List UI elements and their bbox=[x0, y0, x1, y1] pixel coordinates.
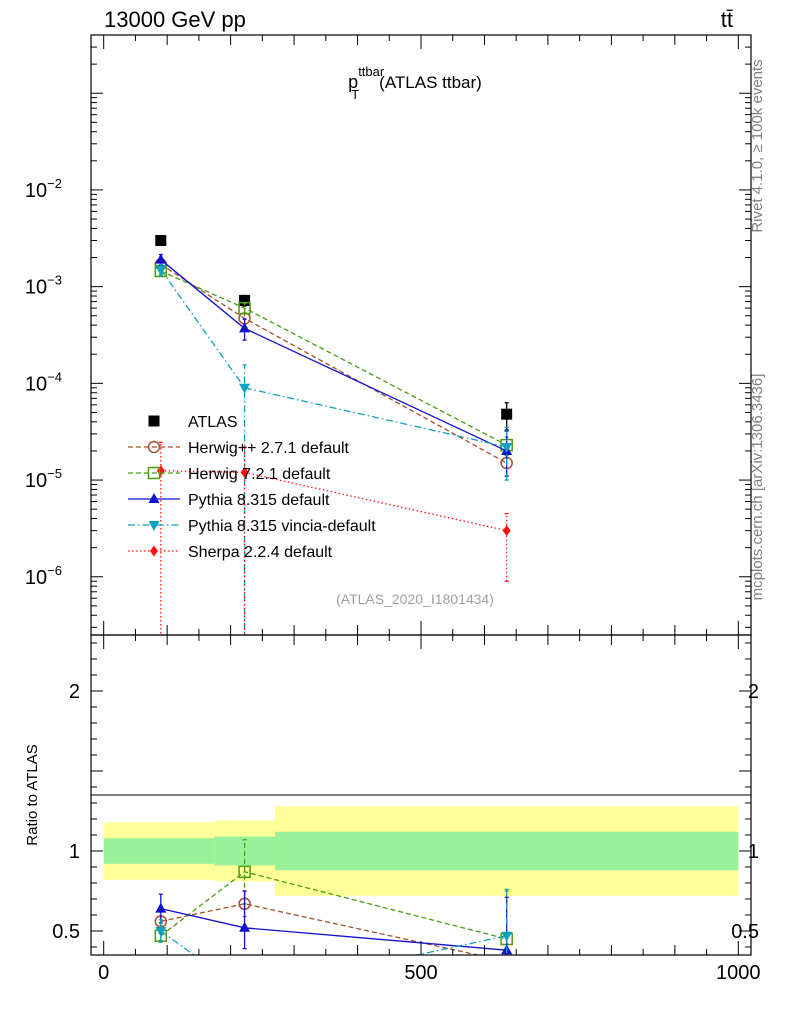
legend-label: Sherpa 2.2.4 default bbox=[188, 544, 333, 561]
ratio-ylabel: Ratio to ATLAS bbox=[24, 744, 41, 845]
ratio-xtick-label: 0 bbox=[98, 962, 109, 984]
main-series-pythia-8-315-vincia-default bbox=[155, 263, 513, 635]
plot-title: pttbar T (ATLAS ttbar) bbox=[348, 64, 482, 102]
plot-title-main: p bbox=[348, 72, 358, 92]
ratio-point-pythia-8-315-default bbox=[239, 921, 251, 932]
legend-item-pythia-8-315-vincia-default: Pythia 8.315 vincia-default bbox=[128, 518, 376, 535]
main-series-layer bbox=[154, 235, 513, 635]
ratio-ytick-label-left: 1 bbox=[69, 841, 80, 863]
ratio-xtick-label: 1000 bbox=[716, 962, 761, 984]
main-point-atlas bbox=[501, 408, 513, 420]
ratio-ytick-label-right: 0.5 bbox=[731, 921, 759, 943]
analysis-label: (ATLAS_2020_I1801434) bbox=[336, 591, 494, 607]
legend-marker-herwig-7-2-1-default bbox=[147, 466, 161, 480]
legend-item-herwig-2-7-1-default: Herwig++ 2.7.1 default bbox=[128, 440, 350, 457]
legend: ATLAS Herwig++ 2.7.1 default Herwig 7.2.1 … bbox=[128, 414, 376, 561]
main-point-pythia-8-315-vincia-default bbox=[501, 442, 513, 453]
main-ytick-label: 10−4 bbox=[25, 369, 62, 395]
ratio-point-sherpa-2-2-4-default bbox=[241, 1003, 249, 1014]
main-line-herwig-7-2-1-default bbox=[160, 270, 507, 446]
band-inner bbox=[275, 831, 739, 871]
header-left-label: 13000 GeV pp bbox=[104, 7, 246, 32]
ratio-line-pythia-8-315-default bbox=[160, 907, 507, 951]
ratio-point-herwig-2-7-1-default bbox=[501, 956, 512, 967]
legend-marker-sherpa-2-2-4-default bbox=[150, 545, 158, 557]
main-ytick-label: 10−3 bbox=[25, 273, 62, 299]
legend-marker-herwig-2-7-1-default bbox=[147, 440, 161, 454]
main-series-pythia-8-315-default bbox=[155, 253, 513, 477]
ratio-line-herwig-2-7-1-default bbox=[160, 903, 481, 955]
axes-layer: 10−2 10−3 10−4 10−5 10−6 0 500 1000 0.5 0.5 1 1 2 2 bbox=[25, 34, 761, 984]
main-series-sherpa-2-2-4-default bbox=[156, 441, 511, 635]
ratio-point-sherpa-2-2-4-default bbox=[503, 996, 511, 1007]
ratio-point-sherpa-2-2-4-default bbox=[157, 1005, 165, 1016]
ratio-line-sherpa-2-2-4-default bbox=[161, 1001, 507, 1010]
main-ytick-label: 10−2 bbox=[25, 176, 62, 202]
plot-title-rest: (ATLAS ttbar) bbox=[379, 73, 482, 92]
main-point-sherpa-2-2-4-default bbox=[240, 466, 249, 478]
rivet-version-label: Rivet 4.1.0, ≥ 100k events bbox=[749, 59, 766, 232]
legend-item-atlas: ATLAS bbox=[148, 414, 238, 431]
ratio-ytick-label-left: 2 bbox=[69, 681, 80, 703]
main-point-pythia-8-315-vincia-default bbox=[239, 383, 251, 394]
mcplots-label: mcplots.cern.ch [arXiv:1306.3436] bbox=[749, 374, 766, 601]
main-series-atlas bbox=[155, 235, 513, 431]
ratio-xtick-label: 500 bbox=[404, 962, 437, 984]
legend-item-sherpa-2-2-4-default: Sherpa 2.2.4 default bbox=[128, 544, 333, 561]
legend-marker-atlas bbox=[148, 415, 160, 427]
main-point-pythia-8-315-default bbox=[239, 322, 251, 333]
ratio-point-pythia-8-315-vincia-default bbox=[155, 927, 167, 937]
legend-label: Herwig 7.2.1 default bbox=[188, 466, 331, 483]
legend-label: ATLAS bbox=[188, 414, 238, 431]
ratio-line-pythia-8-315-vincia-default bbox=[160, 930, 507, 955]
main-line-pythia-8-315-vincia-default bbox=[160, 269, 507, 448]
legend-item-pythia-8-315-default: Pythia 8.315 default bbox=[128, 492, 330, 509]
ratio-point-pythia-8-315-vincia-default bbox=[501, 931, 513, 942]
main-point-pythia-8-315-vincia-default bbox=[155, 265, 167, 276]
main-point-sherpa-2-2-4-default bbox=[502, 525, 511, 537]
legend-item-herwig-7-2-1-default: Herwig 7.2.1 default bbox=[128, 466, 331, 483]
ratio-ytick-label-right: 1 bbox=[748, 841, 759, 863]
legend-label: Herwig++ 2.7.1 default bbox=[188, 440, 350, 457]
plot-title-sub: T bbox=[351, 87, 359, 102]
legend-label: Pythia 8.315 default bbox=[188, 492, 330, 509]
main-ytick-label: 10−5 bbox=[25, 466, 62, 492]
main-point-atlas bbox=[155, 235, 167, 247]
legend-label: Pythia 8.315 vincia-default bbox=[188, 518, 376, 535]
plot-title-sup: ttbar bbox=[358, 64, 385, 79]
ratio-series-pythia-8-315-default bbox=[155, 890, 513, 955]
main-point-pythia-8-315-default bbox=[155, 253, 167, 264]
legend-marker-pythia-8-315-vincia-default bbox=[148, 521, 160, 531]
header-right-label: tt̄ bbox=[721, 7, 733, 32]
main-point-atlas bbox=[239, 294, 251, 306]
ratio-series-herwig-2-7-1-default bbox=[154, 890, 512, 967]
main-point-herwig-7-2-1-default bbox=[238, 301, 251, 315]
ratio-point-pythia-8-315-default bbox=[155, 902, 167, 913]
ratio-point-pythia-8-315-vincia-default bbox=[239, 988, 250, 998]
legend-marker-pythia-8-315-default bbox=[148, 493, 160, 503]
main-ytick-label: 10−6 bbox=[25, 563, 62, 589]
ratio-series-sherpa-2-2-4-default bbox=[157, 996, 511, 1016]
band-inner bbox=[103, 838, 215, 864]
ratio-ytick-label-left: 0.5 bbox=[52, 921, 80, 943]
ratio-ytick-label-right: 2 bbox=[748, 681, 759, 703]
ratio-point-herwig-7-2-1-default bbox=[238, 865, 251, 879]
ratio-uncertainty-bands bbox=[103, 806, 739, 896]
